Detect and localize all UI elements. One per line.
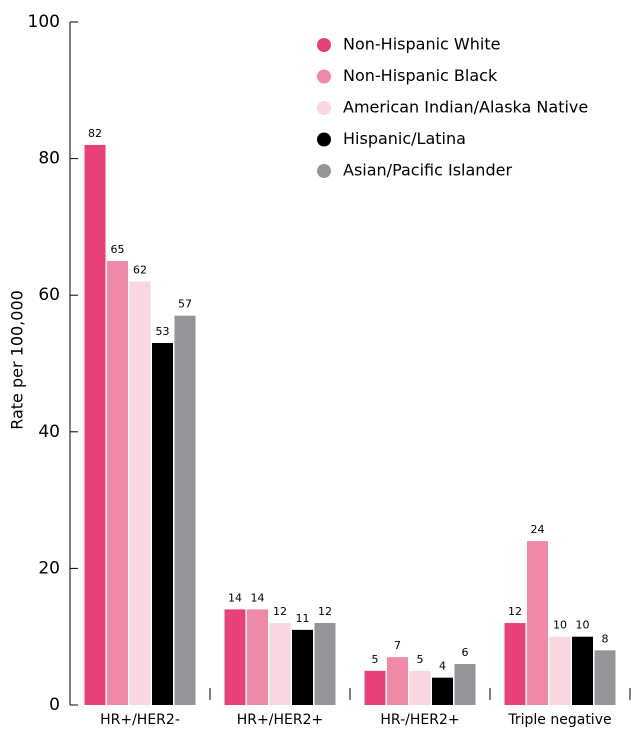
legend-marker (317, 38, 331, 52)
value-label: 82 (88, 127, 102, 140)
value-label: 4 (439, 660, 446, 673)
x-tick-label: HR+/HER2+ (237, 712, 323, 728)
value-label: 14 (251, 591, 265, 604)
y-tick-label: 80 (38, 149, 60, 169)
value-label: 24 (531, 523, 545, 536)
bar (594, 650, 616, 705)
bar (224, 609, 246, 705)
legend-label: Non-Hispanic White (343, 35, 500, 54)
y-tick-label: 20 (38, 558, 60, 578)
value-label: 6 (462, 646, 469, 659)
bar (84, 144, 106, 705)
legend-marker (317, 132, 331, 147)
value-label: 62 (133, 264, 147, 277)
bar (247, 609, 268, 705)
value-label: 65 (111, 243, 125, 256)
y-tick-label: 0 (49, 695, 60, 715)
value-label: 11 (296, 612, 310, 625)
value-label: 12 (273, 605, 287, 618)
legend-label: Non-Hispanic Black (343, 66, 498, 85)
value-label: 5 (372, 653, 379, 666)
value-label: 12 (318, 605, 332, 618)
bar (409, 670, 431, 705)
bar (107, 261, 128, 705)
legend-label: Hispanic/Latina (343, 129, 466, 148)
value-label: 5 (417, 653, 424, 666)
x-tick-label: HR+/HER2- (100, 712, 180, 728)
bar (504, 623, 526, 705)
bar (432, 677, 453, 705)
value-label: 10 (576, 619, 590, 632)
y-tick-label: 40 (38, 422, 60, 442)
value-label: 10 (553, 619, 567, 632)
bar (269, 623, 291, 705)
x-tick-label: HR-/HER2+ (380, 712, 459, 728)
legend-label: American Indian/Alaska Native (343, 98, 588, 117)
bar (314, 623, 336, 705)
value-label: 7 (394, 639, 401, 652)
bar (387, 657, 408, 705)
value-label: 53 (156, 325, 170, 338)
value-label: 12 (508, 605, 522, 618)
bar (292, 629, 313, 705)
legend-marker (317, 164, 331, 178)
bar (572, 636, 593, 705)
legend-marker (317, 101, 331, 115)
y-tick-label: 100 (28, 12, 60, 32)
value-label: 57 (178, 298, 192, 311)
legend-label: Asian/Pacific Islander (343, 161, 512, 180)
bar (549, 636, 571, 705)
legend-marker (317, 69, 331, 84)
bar (129, 281, 151, 705)
value-label: 8 (602, 632, 609, 645)
bar (527, 541, 548, 705)
bar (174, 315, 196, 705)
bar (364, 670, 386, 705)
bar (454, 664, 476, 705)
value-label: 14 (228, 591, 242, 604)
y-axis-label: Rate per 100,000 (8, 290, 27, 430)
y-tick-label: 60 (38, 285, 60, 305)
bar (152, 343, 173, 705)
x-tick-label: Triple negative (507, 712, 611, 728)
